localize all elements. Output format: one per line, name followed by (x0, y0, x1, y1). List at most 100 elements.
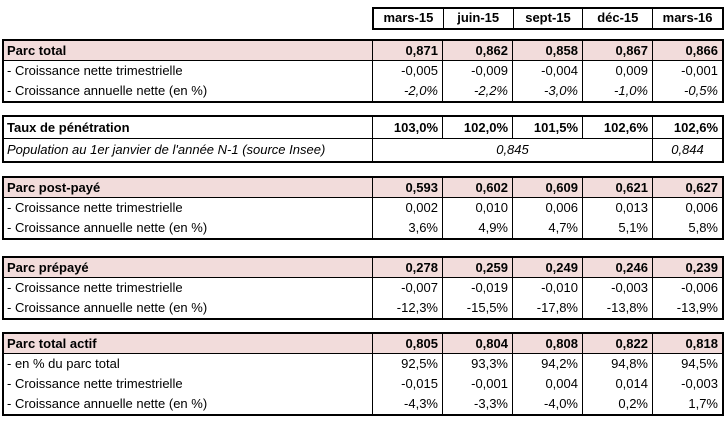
value-cell[interactable]: 0,593 (372, 178, 442, 197)
value-cell[interactable]: 0,004 (512, 374, 582, 394)
date-header-row: mars-15 juin-15 sept-15 déc-15 mars-16 (372, 7, 724, 30)
value-cell[interactable]: -3,3% (442, 394, 512, 414)
value-cell[interactable]: -13,8% (582, 298, 652, 318)
row-label[interactable]: - Croissance nette trimestrielle (7, 200, 183, 215)
row-label[interactable]: - Croissance nette trimestrielle (7, 376, 183, 391)
column-header-dec-15[interactable]: déc-15 (582, 9, 652, 28)
value-cell[interactable]: 102,6% (582, 117, 652, 138)
value-cell[interactable]: 0,844 (652, 139, 722, 161)
table-row: - Croissance nette trimestrielle -0,007 … (4, 278, 722, 298)
value-cell[interactable]: 4,9% (442, 218, 512, 238)
value-cell[interactable]: 0,006 (652, 198, 722, 218)
value-cell[interactable]: -0,005 (372, 61, 442, 81)
value-cell[interactable]: 0,808 (512, 334, 582, 353)
value-cell[interactable]: 0,866 (652, 41, 722, 60)
value-cell[interactable]: 93,3% (442, 354, 512, 374)
value-cell[interactable]: 102,0% (442, 117, 512, 138)
value-cell[interactable]: -12,3% (372, 298, 442, 318)
value-cell[interactable]: 0,006 (512, 198, 582, 218)
value-cell[interactable]: 0,627 (652, 178, 722, 197)
value-cell[interactable]: -0,004 (512, 61, 582, 81)
value-cell[interactable]: -4,3% (372, 394, 442, 414)
value-cell[interactable]: 101,5% (512, 117, 582, 138)
value-cell[interactable]: 0,871 (372, 41, 442, 60)
value-cell[interactable]: 0,239 (652, 258, 722, 277)
column-header-mars-15[interactable]: mars-15 (383, 10, 434, 25)
value-cell[interactable]: -2,0% (372, 81, 442, 101)
value-cell[interactable]: -3,0% (512, 81, 582, 101)
value-cell[interactable]: -13,9% (652, 298, 722, 318)
value-cell[interactable]: 94,2% (512, 354, 582, 374)
table-row: - en % du parc total 92,5% 93,3% 94,2% 9… (4, 354, 722, 374)
value-cell[interactable]: -0,015 (372, 374, 442, 394)
section-parc-total: Parc total 0,871 0,862 0,858 0,867 0,866… (2, 39, 724, 103)
value-cell[interactable]: 94,5% (652, 354, 722, 374)
value-cell[interactable]: -2,2% (442, 81, 512, 101)
value-cell[interactable]: 1,7% (652, 394, 722, 414)
value-cell[interactable]: -0,003 (582, 278, 652, 298)
value-cell[interactable]: 0,002 (372, 198, 442, 218)
value-cell[interactable]: -0,009 (442, 61, 512, 81)
row-label[interactable]: - Croissance nette trimestrielle (7, 63, 183, 78)
value-cell[interactable]: 0,013 (582, 198, 652, 218)
value-cell[interactable]: 0,009 (582, 61, 652, 81)
value-cell[interactable]: -0,019 (442, 278, 512, 298)
row-label[interactable]: Population au 1er janvier de l'année N-1… (7, 142, 326, 157)
value-cell[interactable]: 0,246 (582, 258, 652, 277)
section-title[interactable]: Parc total (7, 43, 67, 58)
value-cell[interactable]: 0,010 (442, 198, 512, 218)
section-title[interactable]: Taux de pénétration (7, 120, 130, 135)
value-cell[interactable]: -15,5% (442, 298, 512, 318)
value-cell[interactable]: -0,006 (652, 278, 722, 298)
value-cell[interactable]: -4,0% (512, 394, 582, 414)
value-cell[interactable]: 3,6% (372, 218, 442, 238)
column-header-juin-15[interactable]: juin-15 (442, 9, 513, 28)
value-cell[interactable]: 0,858 (512, 41, 582, 60)
value-cell[interactable]: 0,818 (652, 334, 722, 353)
value-cell[interactable]: -0,003 (652, 374, 722, 394)
row-label[interactable]: - en % du parc total (7, 356, 120, 371)
value-cell[interactable]: 0,862 (442, 41, 512, 60)
section-title[interactable]: Parc post-payé (7, 180, 101, 195)
value-cell[interactable]: -17,8% (512, 298, 582, 318)
value-cell[interactable]: 0,278 (372, 258, 442, 277)
value-cell[interactable]: 94,8% (582, 354, 652, 374)
value-cell[interactable]: 103,0% (372, 117, 442, 138)
value-cell[interactable]: 0,249 (512, 258, 582, 277)
section-title[interactable]: Parc total actif (7, 336, 97, 351)
section-parc-prepaye: Parc prépayé 0,278 0,259 0,249 0,246 0,2… (2, 256, 724, 320)
value-cell[interactable]: 0,2% (582, 394, 652, 414)
value-cell[interactable]: 0,805 (372, 334, 442, 353)
value-cell[interactable]: -0,001 (652, 61, 722, 81)
column-header-mars-16[interactable]: mars-16 (652, 9, 722, 28)
value-cell[interactable]: 0,822 (582, 334, 652, 353)
value-cell[interactable]: 5,1% (582, 218, 652, 238)
value-cell[interactable]: 0,609 (512, 178, 582, 197)
row-label[interactable]: - Croissance annuelle nette (en %) (7, 396, 208, 411)
value-cell[interactable]: -0,5% (652, 81, 722, 101)
value-cell[interactable]: 0,014 (582, 374, 652, 394)
value-cell[interactable]: 0,867 (582, 41, 652, 60)
value-cell[interactable]: -0,007 (372, 278, 442, 298)
table-row: - Croissance annuelle nette (en %) -2,0%… (4, 81, 722, 101)
value-cell[interactable]: 0,621 (582, 178, 652, 197)
table-row: - Croissance nette trimestrielle -0,005 … (4, 61, 722, 81)
merged-value-cell[interactable]: 0,845 (372, 139, 652, 161)
value-cell[interactable]: 4,7% (512, 218, 582, 238)
value-cell[interactable]: 0,259 (442, 258, 512, 277)
value-cell[interactable]: -0,001 (442, 374, 512, 394)
value-cell[interactable]: 0,602 (442, 178, 512, 197)
value-cell[interactable]: 92,5% (372, 354, 442, 374)
value-cell[interactable]: -0,010 (512, 278, 582, 298)
table-row: - Croissance annuelle nette (en %) -12,3… (4, 298, 722, 318)
value-cell[interactable]: -1,0% (582, 81, 652, 101)
value-cell[interactable]: 5,8% (652, 218, 722, 238)
row-label[interactable]: - Croissance nette trimestrielle (7, 280, 183, 295)
section-title[interactable]: Parc prépayé (7, 260, 89, 275)
value-cell[interactable]: 102,6% (652, 117, 722, 138)
row-label[interactable]: - Croissance annuelle nette (en %) (7, 83, 208, 98)
row-label[interactable]: - Croissance annuelle nette (en %) (7, 220, 208, 235)
column-header-sept-15[interactable]: sept-15 (512, 9, 583, 28)
row-label[interactable]: - Croissance annuelle nette (en %) (7, 300, 208, 315)
value-cell[interactable]: 0,804 (442, 334, 512, 353)
